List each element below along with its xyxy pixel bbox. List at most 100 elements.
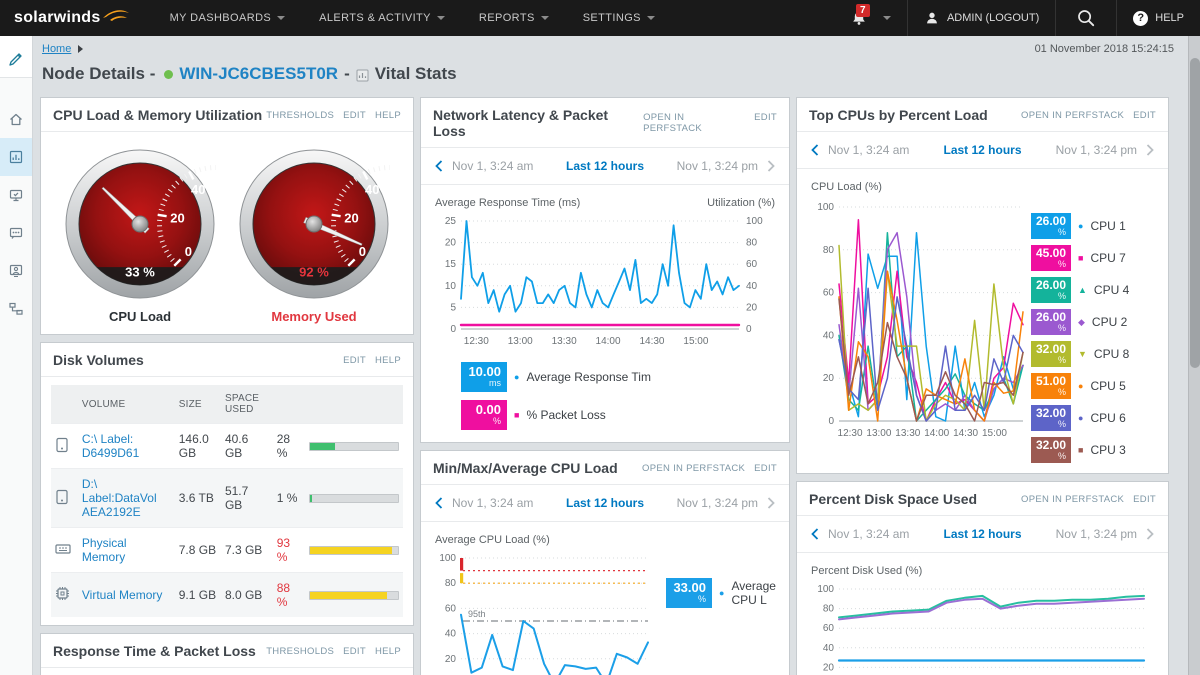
prev-time-arrow[interactable] bbox=[435, 160, 443, 172]
table-row: D:\ Label:DataVol AEA2192E 3.6 TB 51.7 G… bbox=[51, 468, 403, 528]
prev-time-arrow[interactable] bbox=[435, 497, 443, 509]
time-range-label[interactable]: Last 12 hours bbox=[565, 496, 645, 510]
next-time-arrow[interactable] bbox=[767, 497, 775, 509]
network-topology-icon bbox=[9, 302, 23, 315]
prev-time-arrow[interactable] bbox=[811, 144, 819, 156]
svg-text:20: 20 bbox=[170, 210, 184, 225]
legend-item[interactable]: 33.00% ● Average CPU L bbox=[666, 578, 777, 608]
prev-time-arrow[interactable] bbox=[811, 528, 819, 540]
menu-reports[interactable]: REPORTS bbox=[462, 0, 566, 36]
svg-text:40: 40 bbox=[365, 182, 379, 197]
hard-drive-icon bbox=[56, 489, 68, 504]
column-1: CPU Load & Memory Utilization THRESHOLDS… bbox=[40, 97, 461, 675]
pencil-icon bbox=[9, 52, 22, 66]
legend-value-badge: 33.00% bbox=[666, 578, 712, 608]
legend-value-badge: 10.00 ms bbox=[461, 362, 507, 392]
edit-link[interactable]: EDIT bbox=[1133, 109, 1156, 121]
next-time-arrow[interactable] bbox=[1146, 528, 1154, 540]
volume-link[interactable]: Physical Memory bbox=[81, 536, 127, 564]
svg-text:20: 20 bbox=[823, 373, 835, 384]
time-range-end: Nov 1, 3:24 pm bbox=[676, 159, 758, 173]
gauge-dial: 02040608010033 % bbox=[64, 148, 287, 305]
y-axis-caption: Average CPU Load (%) bbox=[435, 534, 550, 546]
widget-minmax-cpu: Min/Max/Average CPU Load OPEN IN PERFSTA… bbox=[420, 450, 790, 675]
help-link[interactable]: HELP bbox=[374, 109, 401, 121]
legend-value-badge: 32.00% bbox=[1031, 341, 1071, 367]
open-in-perfstack-link[interactable]: OPEN IN PERFSTACK bbox=[642, 462, 746, 474]
series-marker-icon: ● bbox=[1078, 380, 1084, 391]
solarwinds-logo[interactable]: solarwinds bbox=[0, 3, 139, 33]
time-range-label[interactable]: Last 12 hours bbox=[943, 527, 1022, 541]
svg-text:40: 40 bbox=[191, 182, 205, 197]
disk-volumes-table: VOLUME SIZE SPACE USED C:\ Label: D6499D… bbox=[51, 385, 403, 617]
volume-link[interactable]: Virtual Memory bbox=[81, 588, 163, 602]
volume-link[interactable]: C:\ Label: D6499D61 bbox=[81, 432, 140, 460]
menu-my-dashboards[interactable]: MY DASHBOARDS bbox=[153, 0, 303, 36]
svg-text:13:00: 13:00 bbox=[866, 428, 891, 439]
open-in-perfstack-link[interactable]: OPEN IN PERFSTACK bbox=[1021, 493, 1125, 505]
sidebar-item-customize[interactable] bbox=[0, 36, 32, 78]
svg-text:20: 20 bbox=[823, 662, 835, 673]
svg-text:92 %: 92 % bbox=[299, 264, 329, 279]
time-range-label[interactable]: Last 12 hours bbox=[565, 159, 645, 173]
sidebar-item-node-details[interactable] bbox=[0, 138, 32, 176]
scrollbar-thumb[interactable] bbox=[1190, 58, 1200, 368]
legend-item[interactable]: 51.00% ● CPU 5 bbox=[1031, 373, 1129, 399]
svg-text:0: 0 bbox=[828, 416, 834, 427]
edit-link[interactable]: EDIT bbox=[754, 462, 777, 474]
widget-percent-disk-space: Percent Disk Space Used OPEN IN PERFSTAC… bbox=[796, 481, 1169, 675]
time-range-start: Nov 1, 3:24 am bbox=[828, 527, 910, 541]
sidebar-item-server-user[interactable] bbox=[0, 252, 32, 290]
svg-text:0: 0 bbox=[185, 244, 192, 259]
legend-item[interactable]: 26.00% ● CPU 1 bbox=[1031, 213, 1129, 239]
legend-item[interactable]: 26.00% ▲ CPU 4 bbox=[1031, 277, 1129, 303]
menu-alerts-activity[interactable]: ALERTS & ACTIVITY bbox=[302, 0, 462, 36]
user-account-button[interactable]: ADMIN (LOGOUT) bbox=[908, 0, 1055, 36]
page-title-prefix: Node Details - bbox=[42, 64, 156, 83]
legend-item[interactable]: 0.00% ■ % Packet Loss bbox=[461, 400, 777, 430]
thresholds-link[interactable]: THRESHOLDS bbox=[266, 645, 335, 657]
edit-link[interactable]: EDIT bbox=[343, 354, 366, 366]
sidebar-item-console[interactable] bbox=[0, 214, 32, 252]
edit-link[interactable]: EDIT bbox=[754, 112, 777, 123]
gauge-label: Memory Used bbox=[271, 309, 357, 324]
legend-item[interactable]: 32.00% ■ CPU 3 bbox=[1031, 437, 1129, 463]
time-range-end: Nov 1, 3:24 pm bbox=[1055, 143, 1137, 157]
volume-link[interactable]: D:\ Label:DataVol AEA2192E bbox=[81, 477, 157, 519]
legend-item[interactable]: 10.00 ms ● Average Response Tim bbox=[461, 362, 777, 392]
legend-item[interactable]: 32.00% ▼ CPU 8 bbox=[1031, 341, 1129, 367]
space-used-bar bbox=[309, 441, 399, 451]
edit-link[interactable]: EDIT bbox=[343, 645, 366, 657]
edit-link[interactable]: EDIT bbox=[343, 109, 366, 121]
open-in-perfstack-link[interactable]: OPEN IN PERFSTACK bbox=[1021, 109, 1125, 121]
breadcrumb-home-link[interactable]: Home bbox=[42, 43, 72, 55]
legend-value-badge: 26.00% bbox=[1031, 277, 1071, 303]
legend-value-badge: 51.00% bbox=[1031, 373, 1071, 399]
help-link[interactable]: HELP bbox=[374, 354, 401, 366]
vertical-scrollbar[interactable] bbox=[1188, 36, 1200, 675]
next-time-arrow[interactable] bbox=[767, 160, 775, 172]
search-button[interactable] bbox=[1056, 0, 1116, 36]
legend-item[interactable]: 32.00% ● CPU 6 bbox=[1031, 405, 1129, 431]
time-range-label[interactable]: Last 12 hours bbox=[943, 143, 1022, 157]
sidebar-item-network-topology[interactable] bbox=[0, 290, 32, 328]
open-in-perfstack-link[interactable]: OPEN IN PERFSTACK bbox=[643, 112, 703, 134]
node-name-link[interactable]: WIN-JC6CBES5T0R bbox=[179, 64, 339, 83]
legend-value-badge: 32.00% bbox=[1031, 437, 1071, 463]
menu-settings[interactable]: SETTINGS bbox=[566, 0, 672, 36]
space-used-bar bbox=[309, 545, 399, 555]
edit-link[interactable]: EDIT bbox=[1133, 493, 1156, 505]
legend-item[interactable]: 26.00% ◆ CPU 2 bbox=[1031, 309, 1129, 335]
gauge-dial: 02040608010092 % bbox=[238, 148, 461, 305]
sidebar-item-monitor-check[interactable] bbox=[0, 176, 32, 214]
legend-item[interactable]: 45.00% ■ CPU 7 bbox=[1031, 245, 1129, 271]
notifications-button[interactable]: 7 bbox=[834, 0, 907, 36]
sidebar-item-home[interactable] bbox=[0, 100, 32, 138]
help-link[interactable]: HELP bbox=[374, 645, 401, 657]
gauge-label: CPU Load bbox=[108, 309, 172, 324]
widget-network-latency: Network Latency & Packet Loss OPEN IN PE… bbox=[420, 97, 790, 443]
svg-text:20: 20 bbox=[746, 302, 758, 313]
thresholds-link[interactable]: THRESHOLDS bbox=[266, 109, 335, 121]
next-time-arrow[interactable] bbox=[1146, 144, 1154, 156]
help-button[interactable]: ? HELP bbox=[1117, 0, 1200, 36]
